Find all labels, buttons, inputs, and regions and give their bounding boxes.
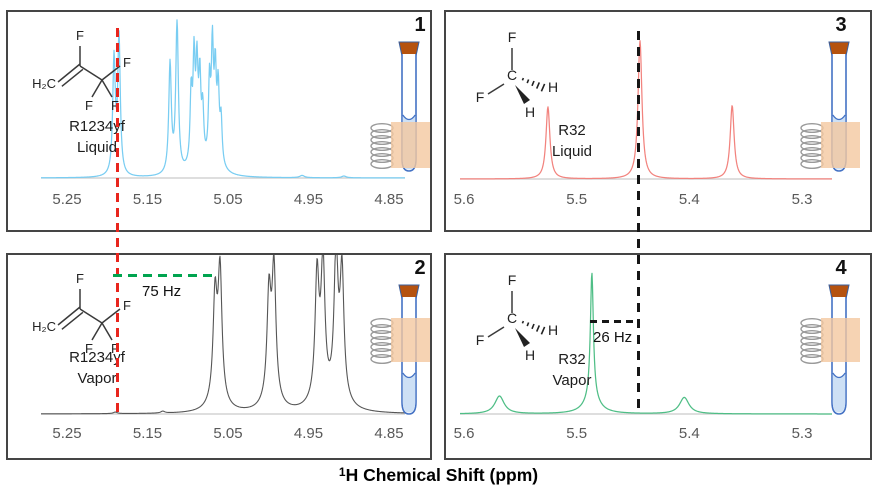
panel-r32-vapor: C F F H H R32 Vapor 4 5.6 5.5 5.4 5.3 <box>444 253 872 460</box>
x-axis-title: 1H Chemical Shift (ppm) <box>0 465 877 486</box>
atom-label-f-bottom-right: F <box>111 98 119 113</box>
compound-name: R32 <box>558 122 586 139</box>
tube-number: 1 <box>414 14 426 36</box>
phase-name: Liquid <box>76 139 118 156</box>
atom-label-f-top: F <box>508 29 517 45</box>
molecule-structure-r32: C F F H H <box>476 272 558 363</box>
molecule-structure-r32: C F F H H <box>476 29 558 120</box>
black-dashed-reference-line <box>637 31 640 412</box>
hashed-wedge-bond <box>521 320 546 335</box>
tube-number: 2 <box>414 257 426 279</box>
atom-label-c: C <box>507 310 517 326</box>
red-dashed-reference-line <box>116 28 119 412</box>
hashed-wedge-bond <box>521 77 546 92</box>
axis-tick-label: 5.5 <box>566 191 588 208</box>
molecule-structure-r1234yf: H₂C F F F F <box>32 28 131 113</box>
solid-wedge-bond <box>515 85 530 104</box>
compound-name: R1234yf <box>69 349 125 366</box>
axis-tick-label: 4.85 <box>374 425 404 442</box>
compound-name: R32 <box>558 351 586 368</box>
atom-label-h-right: H <box>548 322 558 338</box>
molecule-structure-r1234yf: H₂C F F F F <box>32 271 131 356</box>
nmr-tube-icon <box>370 284 430 415</box>
atom-label-h2c: H₂C <box>32 319 56 334</box>
phase-name: Liquid <box>551 143 593 160</box>
axis-tick-label: 4.85 <box>374 191 404 208</box>
axis-tick-label: 5.05 <box>213 191 243 208</box>
atom-label-f-top: F <box>508 272 517 288</box>
nmr-tube-icon <box>370 41 430 172</box>
solid-wedge-bond <box>515 328 530 347</box>
axis-tick-label: 5.15 <box>132 425 163 442</box>
nmr-tube-icon <box>800 284 860 415</box>
axis-tick-label: 5.4 <box>678 191 700 208</box>
sample-label: R1234yf Liquid <box>37 116 157 158</box>
atom-label-f-bottom-left: F <box>85 341 93 356</box>
atom-label-f-right: F <box>123 55 131 70</box>
x-axis-title-text: H Chemical Shift (ppm) <box>345 465 539 485</box>
atom-label-f-left: F <box>476 89 485 105</box>
atom-label-h2c: H₂C <box>32 76 56 91</box>
axis-tick-label: 5.3 <box>791 425 813 442</box>
nmr-spectrum-r1234yf-vapor <box>40 255 406 415</box>
phase-name: Vapor <box>552 372 592 389</box>
compound-name: R1234yf <box>69 118 125 135</box>
nmr-spectrum-r32-vapor <box>459 272 833 415</box>
axis-tick-label: 5.5 <box>566 425 588 442</box>
axis-tick-label: 5.6 <box>453 191 475 208</box>
atom-label-f-right: F <box>123 298 131 313</box>
axis-tick-label: 4.95 <box>293 191 324 208</box>
axis-tick-label: 5.25 <box>52 191 82 208</box>
sample-label: R32 Liquid <box>512 120 632 162</box>
nmr-tube-icon <box>800 41 860 172</box>
axis-tick-label: 5.3 <box>791 191 813 208</box>
axis-tick-label: 4.95 <box>293 425 324 442</box>
atom-label-f-bottom-right: F <box>111 341 119 356</box>
axis-tick-label: 5.15 <box>132 191 163 208</box>
atom-label-f-left: F <box>476 332 485 348</box>
tube-number: 3 <box>835 14 847 36</box>
atom-label-f-top: F <box>76 28 84 43</box>
green-dashed-coupling-line <box>113 274 218 277</box>
panel-r1234yf-liquid: H₂C F F F F R1234yf Liquid 1 5.25 5.15 5.0… <box>6 10 432 232</box>
atom-label-c: C <box>507 67 517 83</box>
coupling-label-26hz: 26 Hz <box>593 329 633 346</box>
panel-r1234yf-vapor: H₂C F F F F R1234yf Vapor 2 5.25 5.15 5.05… <box>6 253 432 460</box>
sample-label: R1234yf Vapor <box>37 347 157 389</box>
axis-tick-label: 5.05 <box>213 425 243 442</box>
atom-label-f-top: F <box>76 271 84 286</box>
phase-name: Vapor <box>77 370 117 387</box>
tube-number: 4 <box>835 257 847 279</box>
axis-tick-label: 5.6 <box>453 425 475 442</box>
axis-tick-label: 5.25 <box>52 425 82 442</box>
nmr-spectrum-r1234yf-liquid <box>40 19 406 179</box>
black-dashed-coupling-line <box>590 320 638 323</box>
atom-label-h-bottom: H <box>525 104 535 120</box>
nmr-spectrum-r32-liquid <box>459 40 833 180</box>
atom-label-h-right: H <box>548 79 558 95</box>
panel-r32-liquid: C F F H H R32 Liquid 3 5.6 5.5 5.4 5.3 <box>444 10 872 232</box>
atom-label-h-bottom: H <box>525 347 535 363</box>
x-axis-title-superscript: 1 <box>338 465 346 479</box>
coupling-label-75hz: 75 Hz <box>142 283 182 300</box>
sample-label: R32 Vapor <box>512 349 632 391</box>
atom-label-f-bottom-left: F <box>85 98 93 113</box>
axis-tick-label: 5.4 <box>678 425 700 442</box>
